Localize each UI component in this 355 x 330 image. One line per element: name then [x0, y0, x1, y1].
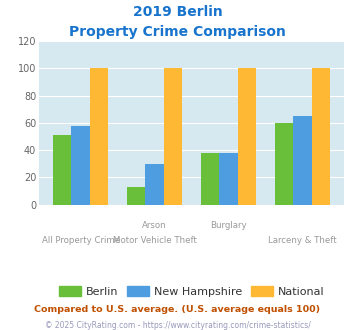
Text: Compared to U.S. average. (U.S. average equals 100): Compared to U.S. average. (U.S. average … — [34, 305, 321, 314]
Bar — [294, 116, 312, 205]
Text: Property Crime Comparison: Property Crime Comparison — [69, 25, 286, 39]
Bar — [53, 135, 71, 205]
Bar — [71, 126, 90, 205]
Text: Arson: Arson — [142, 221, 167, 230]
Text: Motor Vehicle Theft: Motor Vehicle Theft — [113, 236, 197, 245]
Text: Larceny & Theft: Larceny & Theft — [268, 236, 337, 245]
Legend: Berlin, New Hampshire, National: Berlin, New Hampshire, National — [55, 282, 329, 302]
Bar — [275, 123, 294, 205]
Text: 2019 Berlin: 2019 Berlin — [133, 5, 222, 19]
Bar — [238, 69, 256, 205]
Bar — [127, 187, 146, 205]
Bar — [164, 69, 182, 205]
Text: © 2025 CityRating.com - https://www.cityrating.com/crime-statistics/: © 2025 CityRating.com - https://www.city… — [45, 321, 310, 330]
Bar — [219, 153, 238, 205]
Bar — [146, 164, 164, 205]
Bar — [90, 69, 108, 205]
Bar — [312, 69, 331, 205]
Bar — [201, 153, 219, 205]
Text: Burglary: Burglary — [211, 221, 247, 230]
Text: All Property Crime: All Property Crime — [42, 236, 120, 245]
